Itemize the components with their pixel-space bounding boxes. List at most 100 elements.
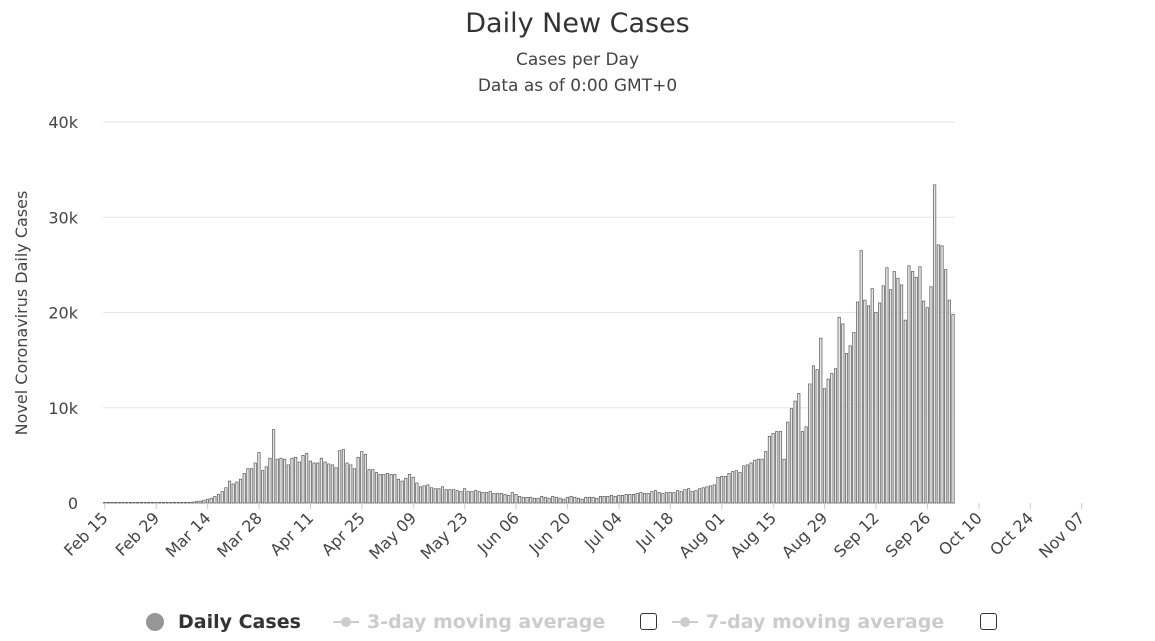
- bar[interactable]: [951, 314, 955, 504]
- bar[interactable]: [620, 495, 625, 504]
- bar[interactable]: [753, 459, 757, 504]
- bar[interactable]: [767, 435, 771, 504]
- bar[interactable]: [330, 464, 334, 504]
- bar[interactable]: [936, 244, 940, 504]
- bar[interactable]: [136, 502, 140, 504]
- bar[interactable]: [279, 457, 283, 504]
- bar[interactable]: [407, 474, 412, 504]
- bar[interactable]: [771, 433, 775, 504]
- bar[interactable]: [466, 491, 470, 504]
- bar[interactable]: [833, 368, 838, 504]
- bar[interactable]: [253, 462, 257, 504]
- bar[interactable]: [125, 502, 129, 504]
- bar[interactable]: [459, 491, 463, 504]
- bar[interactable]: [404, 477, 408, 504]
- bar[interactable]: [944, 269, 948, 504]
- bar[interactable]: [584, 496, 588, 504]
- bar[interactable]: [290, 457, 294, 504]
- bar[interactable]: [867, 305, 871, 504]
- bar[interactable]: [393, 474, 397, 504]
- bar[interactable]: [617, 495, 621, 504]
- bar[interactable]: [250, 468, 254, 504]
- bar[interactable]: [554, 496, 558, 504]
- bar[interactable]: [180, 502, 184, 504]
- bar[interactable]: [492, 493, 496, 504]
- bar[interactable]: [437, 488, 441, 504]
- bar[interactable]: [389, 474, 393, 504]
- bar[interactable]: [507, 495, 511, 504]
- bar[interactable]: [892, 271, 896, 504]
- bar[interactable]: [870, 288, 874, 504]
- bar[interactable]: [855, 301, 860, 504]
- bar[interactable]: [158, 502, 162, 504]
- bar[interactable]: [760, 458, 764, 504]
- bar[interactable]: [764, 451, 768, 504]
- bar[interactable]: [139, 502, 143, 504]
- bar[interactable]: [110, 502, 114, 504]
- legend-item-7-day-average[interactable]: 7-day moving average: [672, 605, 944, 639]
- bar[interactable]: [650, 491, 654, 504]
- bar[interactable]: [114, 502, 118, 504]
- bar[interactable]: [205, 498, 210, 504]
- bar[interactable]: [863, 299, 867, 504]
- bar[interactable]: [918, 266, 922, 504]
- bar[interactable]: [422, 485, 426, 504]
- bar[interactable]: [128, 502, 132, 504]
- bar[interactable]: [360, 451, 364, 504]
- bar[interactable]: [624, 494, 628, 504]
- bar[interactable]: [161, 502, 165, 504]
- bar[interactable]: [198, 500, 202, 504]
- bar[interactable]: [488, 491, 492, 504]
- bar[interactable]: [194, 501, 199, 504]
- bar[interactable]: [272, 429, 276, 504]
- bar[interactable]: [356, 456, 360, 504]
- bar[interactable]: [914, 276, 918, 504]
- bar[interactable]: [665, 492, 669, 504]
- bar[interactable]: [940, 245, 944, 504]
- bar[interactable]: [382, 474, 386, 504]
- bar[interactable]: [305, 453, 309, 504]
- bar[interactable]: [319, 457, 323, 504]
- bar[interactable]: [925, 307, 929, 504]
- bar[interactable]: [569, 495, 573, 504]
- bar[interactable]: [602, 495, 606, 504]
- bar[interactable]: [723, 475, 727, 504]
- bar[interactable]: [261, 470, 265, 504]
- bar[interactable]: [896, 277, 900, 504]
- bar[interactable]: [903, 319, 907, 504]
- bar[interactable]: [514, 494, 518, 504]
- bar[interactable]: [429, 487, 434, 504]
- bar[interactable]: [209, 497, 213, 504]
- bar[interactable]: [804, 426, 808, 504]
- bar[interactable]: [576, 497, 580, 504]
- bar[interactable]: [683, 489, 687, 504]
- bar[interactable]: [444, 489, 448, 504]
- bar[interactable]: [264, 466, 268, 504]
- bar[interactable]: [907, 265, 911, 504]
- bar[interactable]: [371, 469, 375, 504]
- bar[interactable]: [441, 486, 445, 504]
- 3-day-average-checkbox[interactable]: [640, 613, 657, 630]
- bar[interactable]: [826, 378, 830, 504]
- bar[interactable]: [885, 267, 889, 504]
- bar[interactable]: [228, 480, 232, 504]
- bar[interactable]: [775, 431, 779, 504]
- bar[interactable]: [510, 492, 514, 504]
- bar[interactable]: [580, 498, 584, 504]
- bar[interactable]: [396, 478, 401, 504]
- bar[interactable]: [701, 487, 705, 504]
- bar[interactable]: [639, 492, 643, 504]
- bar[interactable]: [738, 472, 742, 504]
- bar[interactable]: [947, 299, 951, 504]
- bar[interactable]: [463, 488, 467, 504]
- bar[interactable]: [455, 490, 459, 504]
- bar[interactable]: [705, 486, 709, 504]
- bar[interactable]: [239, 478, 243, 504]
- bar[interactable]: [676, 490, 680, 504]
- bar[interactable]: [782, 458, 786, 504]
- bar[interactable]: [613, 495, 617, 504]
- bar[interactable]: [819, 337, 823, 504]
- bar[interactable]: [800, 431, 804, 504]
- bar[interactable]: [540, 495, 544, 504]
- bar[interactable]: [922, 300, 926, 504]
